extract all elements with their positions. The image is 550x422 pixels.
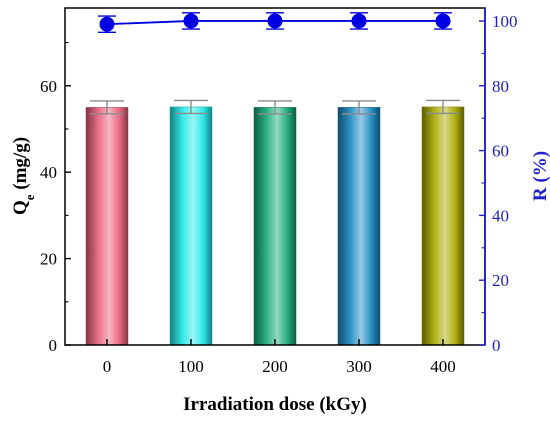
- bar-error-bars: [90, 99, 460, 115]
- bar-100: [169, 106, 213, 346]
- x-tick-label-0: 0: [103, 357, 112, 376]
- left-axis-title-main: Q: [10, 200, 31, 215]
- line-point-100: [183, 13, 199, 29]
- bar-200: [253, 107, 297, 346]
- right-tick-label-40: 40: [492, 206, 509, 225]
- right-tick-label-100: 100: [492, 12, 518, 31]
- left-axis-title-sub: e: [22, 194, 37, 200]
- left-tick-label-0: 0: [49, 336, 58, 355]
- bar-300: [337, 107, 381, 346]
- bar-400: [421, 106, 465, 346]
- left-tick-label-40: 40: [40, 163, 57, 182]
- left-tick-label-20: 20: [40, 250, 57, 269]
- line-point-200: [267, 13, 283, 29]
- x-tick-label-200: 200: [262, 357, 288, 376]
- right-tick-label-0: 0: [492, 336, 501, 355]
- ticks: 0 20 40 60 0 20 40 60 80 100 0 100 200 300 400: [40, 12, 518, 376]
- right-tick-label-60: 60: [492, 142, 509, 161]
- left-axis-title: Qe (mg/g): [10, 137, 37, 215]
- bars-layer: [85, 106, 465, 346]
- line-point-400: [435, 13, 451, 29]
- right-tick-label-20: 20: [492, 271, 509, 290]
- x-tick-label-300: 300: [346, 357, 372, 376]
- line-series: [98, 12, 452, 34]
- axis-titles: Irradiation dose (kGy) Qe (mg/g) R (%): [10, 137, 550, 415]
- x-tick-label-100: 100: [178, 357, 204, 376]
- left-tick-label-60: 60: [40, 77, 57, 96]
- left-axis-title-rest: (mg/g): [10, 137, 31, 195]
- x-tick-label-400: 400: [430, 357, 456, 376]
- line-point-0: [99, 16, 115, 32]
- bar-0: [85, 107, 129, 346]
- x-axis-title: Irradiation dose (kGy): [183, 394, 367, 415]
- line-point-300: [351, 13, 367, 29]
- right-axis-title: R (%): [530, 151, 550, 201]
- right-tick-label-80: 80: [492, 77, 509, 96]
